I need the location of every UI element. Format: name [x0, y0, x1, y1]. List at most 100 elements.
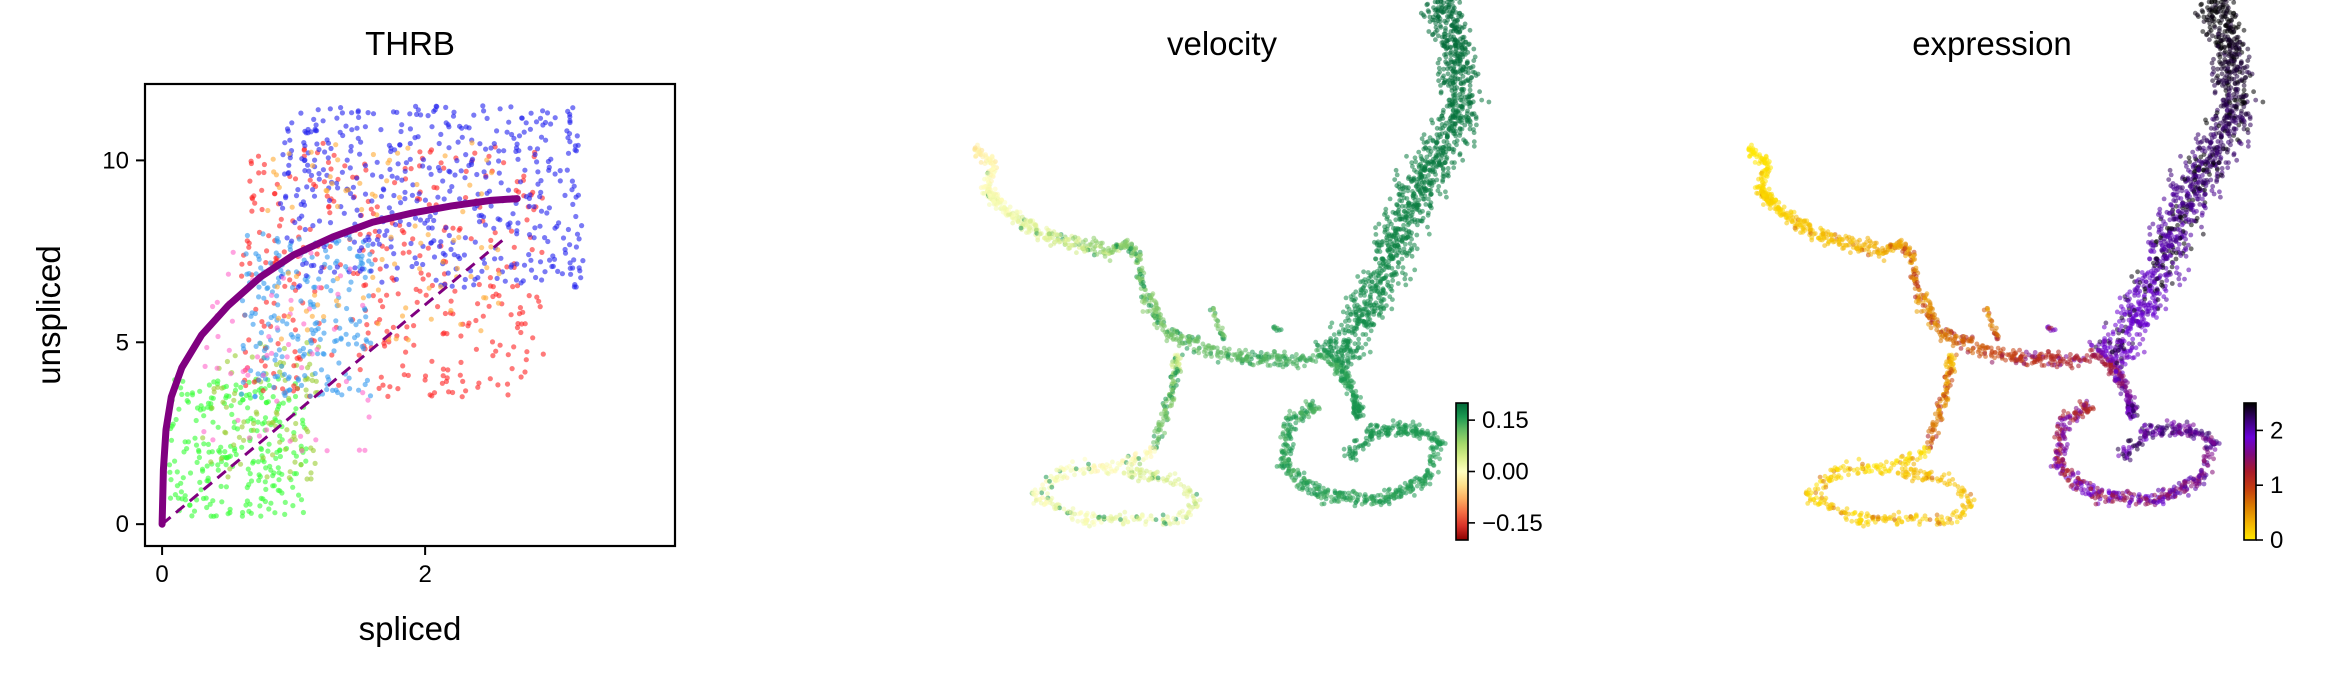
- scatter-point: [184, 446, 190, 452]
- cell-point: [1256, 353, 1261, 359]
- cell-point: [1426, 179, 1431, 185]
- scatter-point: [420, 157, 427, 163]
- scatter-point: [301, 140, 307, 146]
- cell-point: [1750, 149, 1756, 155]
- cell-point: [1281, 463, 1287, 469]
- scatter-point: [487, 275, 493, 281]
- cell-point: [978, 160, 984, 165]
- scatter-point: [374, 159, 380, 165]
- scatter-point: [510, 211, 516, 217]
- scatter-point: [194, 497, 200, 503]
- scatter-point: [449, 184, 455, 190]
- scatter-point: [368, 340, 374, 346]
- scatter-point: [442, 310, 448, 317]
- scatter-point: [215, 384, 221, 390]
- scatter-point: [310, 447, 316, 454]
- scatter-point: [278, 267, 284, 273]
- scatter-point: [377, 298, 383, 304]
- cell-point: [1283, 446, 1289, 452]
- scatter-point: [286, 395, 292, 401]
- cell-point: [1340, 360, 1346, 366]
- colorbar-tick-label: −0.15: [1482, 510, 1543, 537]
- scatter-point: [246, 435, 252, 441]
- cell-point: [1122, 517, 1128, 523]
- cell-point: [1384, 303, 1389, 308]
- scatter-point: [270, 419, 276, 425]
- scatter-point: [244, 484, 250, 491]
- cell-point: [1445, 37, 1451, 43]
- cell-point: [1070, 236, 1076, 241]
- scatter-point: [362, 274, 368, 280]
- cell-point: [1323, 339, 1329, 345]
- scatter-point: [471, 282, 477, 288]
- cell-point: [1403, 282, 1409, 288]
- cell-point: [1151, 312, 1157, 317]
- scatter-point: [414, 181, 420, 188]
- scatter-point: [286, 341, 292, 348]
- scatter-point: [446, 145, 452, 151]
- cell-point: [1154, 305, 1160, 311]
- cell-point: [1345, 386, 1351, 391]
- scatter-point: [506, 119, 512, 125]
- scatter-point: [334, 240, 340, 246]
- scatter-point: [515, 321, 521, 327]
- cell-point: [1310, 353, 1316, 358]
- cell-point: [1361, 269, 1366, 275]
- cell-point: [1459, 86, 1465, 92]
- scatter-point: [295, 336, 301, 342]
- scatter-point: [427, 149, 433, 155]
- cell-point: [1285, 471, 1291, 476]
- scatter-point: [415, 134, 421, 140]
- scatter-point: [241, 346, 247, 352]
- cell-point: [1286, 466, 1292, 471]
- cell-point: [1215, 349, 1221, 354]
- scatter-point: [175, 495, 181, 501]
- scatter-point: [472, 239, 478, 245]
- cell-point: [1416, 149, 1422, 155]
- scatter-point: [452, 288, 458, 294]
- scatter-point: [353, 322, 359, 328]
- scatter-point: [289, 238, 295, 244]
- cell-point: [1314, 406, 1319, 412]
- cell-point: [1448, 75, 1454, 81]
- scatter-point: [313, 378, 319, 384]
- cell-point: [1141, 475, 1147, 481]
- scatter-point: [509, 366, 515, 372]
- scatter-point: [542, 235, 548, 241]
- scatter-point: [405, 372, 411, 378]
- cell-point: [1163, 396, 1168, 402]
- scatter-point: [185, 399, 191, 405]
- scatter-point: [515, 189, 522, 195]
- scatter-point: [487, 283, 494, 289]
- scatter-point: [355, 109, 361, 115]
- cell-point: [1128, 466, 1134, 471]
- scatter-point: [532, 225, 538, 231]
- scatter-point: [174, 483, 180, 489]
- scatter-point: [255, 253, 262, 259]
- scatter-point: [210, 395, 216, 401]
- cell-point: [1451, 165, 1457, 171]
- cell-point: [1183, 513, 1189, 519]
- scatter-point: [531, 204, 537, 210]
- scatter-point: [251, 193, 257, 199]
- scatter-point: [443, 225, 449, 231]
- scatter-point: [192, 435, 198, 441]
- cell-point: [1203, 347, 1208, 353]
- cell-point: [1399, 237, 1405, 243]
- scatter-point: [244, 232, 250, 239]
- y-tick-label: 5: [116, 329, 129, 356]
- cell-point: [1379, 303, 1385, 309]
- cell-point: [1455, 108, 1461, 114]
- scatter-point: [391, 192, 397, 199]
- scatter-point: [260, 455, 266, 461]
- cell-point: [1048, 497, 1054, 503]
- cell-point: [990, 166, 996, 172]
- cell-point: [990, 163, 996, 168]
- cell-point: [1332, 371, 1338, 377]
- cell-point: [1072, 472, 1077, 478]
- scatter-point: [284, 235, 290, 241]
- scatter-point: [520, 278, 526, 284]
- cell-point: [1041, 486, 1047, 492]
- scatter-point: [569, 187, 575, 193]
- cell-point: [1035, 235, 1041, 240]
